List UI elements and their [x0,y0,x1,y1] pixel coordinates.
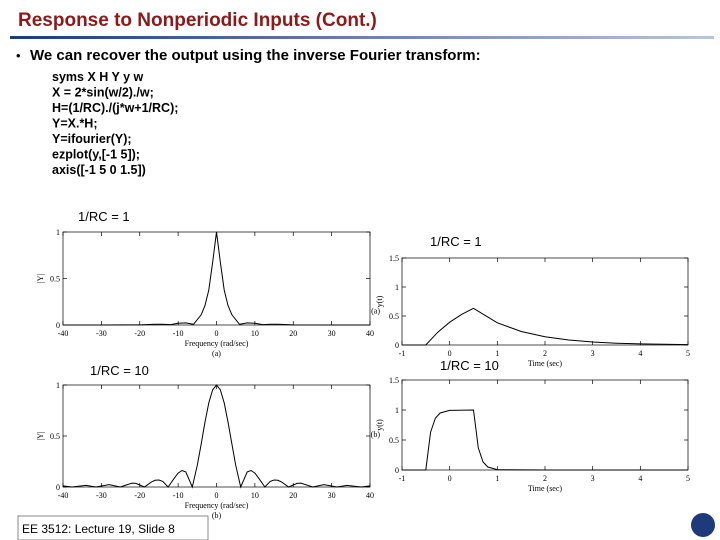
code-line: Y=X.*H; [52,117,98,131]
bullet-dot: • [16,48,21,63]
x-tick-label: 0 [448,349,452,358]
y-tick-label: 1 [395,283,399,292]
code-line: syms X H Y y w [52,70,144,84]
x-tick-label: 4 [638,349,642,358]
x-tick-label: -40 [58,491,69,500]
x-tick-label: 40 [366,491,374,500]
x-tick-label: 2 [543,474,547,483]
x-tick-label: 20 [289,329,297,338]
chart-title: 1/RC = 10 [90,363,149,378]
x-tick-label: 3 [591,474,595,483]
y-tick-label: 1 [395,406,399,415]
chart-title: 1/RC = 1 [78,209,130,224]
x-tick-label: 4 [638,474,642,483]
x-tick-label: 10 [251,329,259,338]
caption: (b) [212,511,222,520]
x-tick-label: 1 [495,474,499,483]
chart-title: 1/RC = 10 [440,358,499,373]
y-tick-label: 0 [395,341,399,350]
y-tick-label: 1.5 [389,376,399,385]
x-tick-label: 2 [543,349,547,358]
bullet-text: We can recover the output using the inve… [30,47,481,64]
y-axis-label: y(t) [375,419,384,431]
x-tick-label: -40 [58,329,69,338]
x-tick-label: 40 [366,329,374,338]
y-tick-label: 0.5 [50,432,60,441]
y-tick-label: 0 [395,466,399,475]
x-tick-label: 0 [448,474,452,483]
y-tick-label: 1 [56,381,60,390]
plot-frame [62,231,371,326]
caption: (b) [371,430,381,439]
y-tick-label: 0.5 [389,436,399,445]
x-tick-label: 0 [215,329,219,338]
x-axis-label: Time (sec) [528,484,562,493]
x-axis-label: Frequency (rad/sec) [185,339,249,348]
y-tick-label: 0 [56,321,60,330]
x-tick-label: -30 [96,491,107,500]
x-tick-label: -20 [134,329,145,338]
x-tick-label: 5 [686,349,690,358]
footer: EE 3512: Lecture 19, Slide 8 [22,522,175,536]
x-tick-label: 0 [215,491,219,500]
x-tick-label: -10 [173,491,184,500]
y-axis-label: |Y| [36,432,45,441]
y-tick-label: 0.5 [389,312,399,321]
x-tick-label: 1 [495,349,499,358]
data-line [402,409,688,471]
plot-frame [401,257,689,346]
logo [691,513,715,537]
x-tick-label: 10 [251,491,259,500]
y-tick-label: 1.5 [389,254,399,263]
x-tick-label: 20 [289,491,297,500]
data-line [402,307,689,346]
x-tick-label: 5 [686,474,690,483]
footer-box [17,515,209,540]
code-line: H=(1/RC)./(j*w+1/RC); [52,101,178,115]
x-tick-label: -20 [134,491,145,500]
x-tick-label: 3 [591,349,595,358]
x-tick-label: -10 [173,329,184,338]
y-tick-label: 0.5 [50,275,60,284]
code-block: syms X H Y y w X = 2*sin(w/2)./w;H=(1/RC)… [52,70,178,177]
y-tick-label: 0 [56,483,60,492]
caption: (a) [371,307,380,316]
x-tick-label: -30 [96,329,107,338]
y-tick-label: 1 [56,228,60,237]
slide-title: Response to Nonperiodic Inputs (Cont.) [18,10,377,31]
x-axis-label: Time (sec) [528,359,562,368]
caption: (a) [212,349,221,358]
x-tick-label: 30 [328,491,336,500]
y-axis-label: y(t) [375,295,384,307]
plot-frame [62,384,371,488]
chart-title: 1/RC = 1 [430,234,482,249]
code-line: ezplot(y,[-1 5]); [52,148,140,162]
plot-frame [401,379,689,471]
x-tick-label: -1 [399,349,406,358]
data-line [62,384,371,489]
title-underline [10,36,714,39]
y-axis-label: |Y| [36,274,45,283]
x-tick-label: 30 [328,329,336,338]
code-line: axis([-1 5 0 1.5]) [52,163,146,177]
x-axis-label: Frequency (rad/sec) [185,501,249,510]
code-line: X = 2*sin(w/2)./w; [52,86,154,100]
data-line [63,231,370,326]
code-line: Y=ifourier(Y); [52,132,132,146]
x-tick-label: -1 [399,474,406,483]
